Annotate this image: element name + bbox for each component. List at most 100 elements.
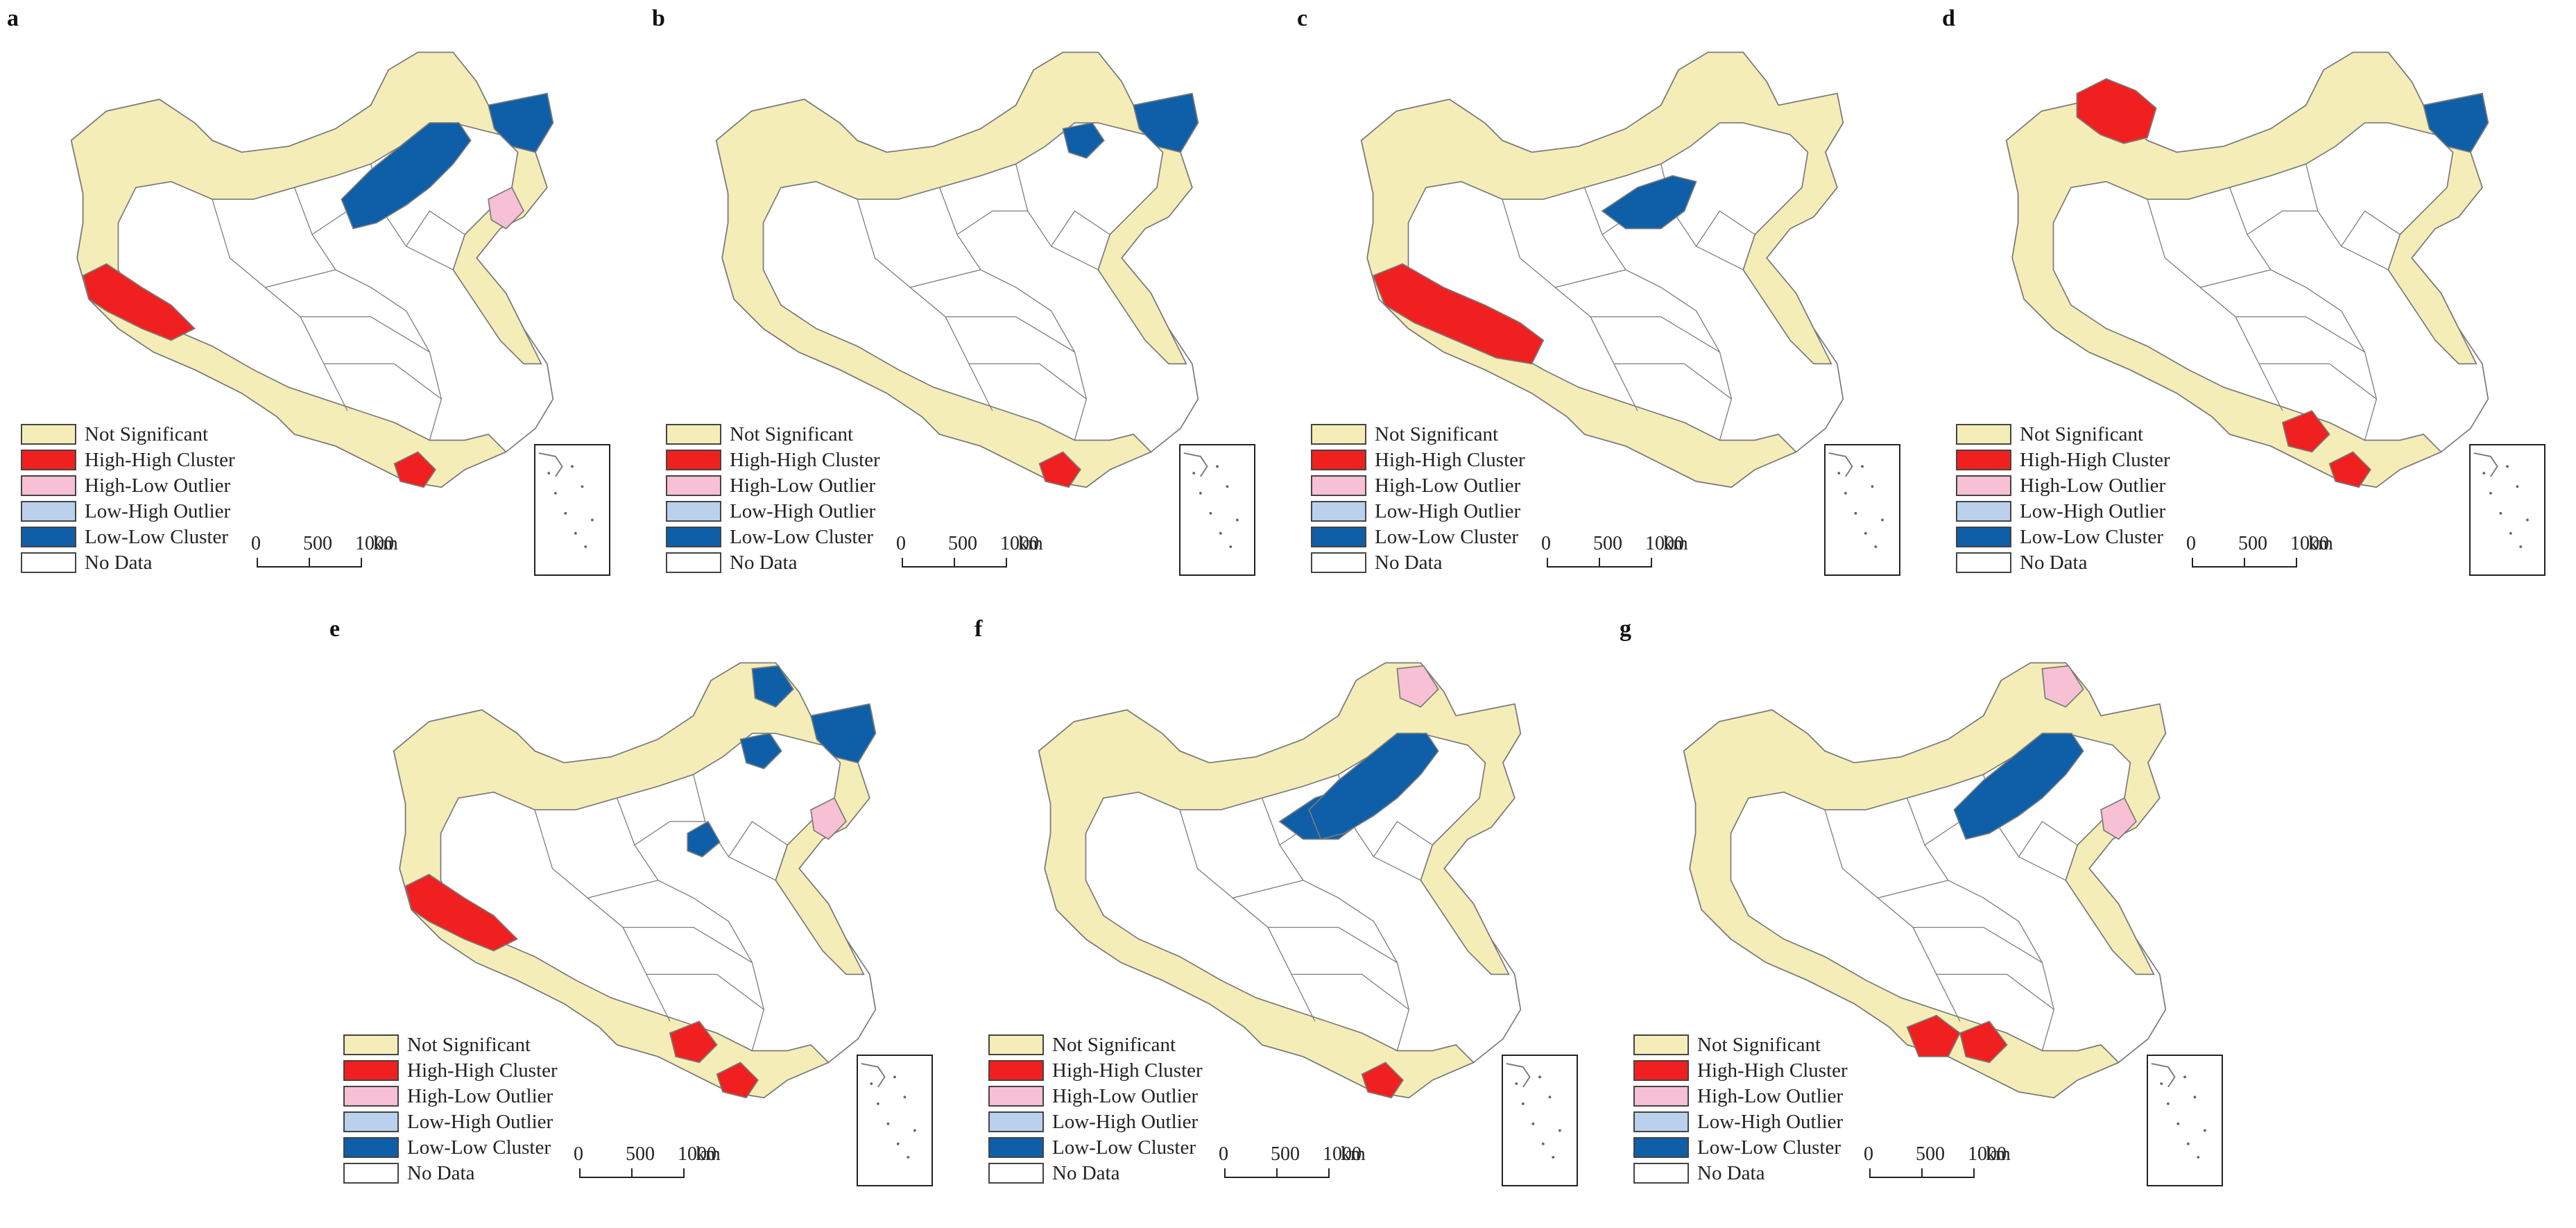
inset-coastline [538,452,563,477]
legend-item-not-significant: Not Significant [988,1032,1176,1057]
legend-label: High-High Cluster [1375,448,1525,471]
high-high-cluster-region [82,263,196,341]
low-low-cluster-region [1062,122,1105,159]
province-border [2229,187,2378,441]
legend-label: No Data [730,551,798,574]
legend-swatch [666,450,721,470]
high-high-cluster-region [2281,410,2330,453]
china-province-map [1360,51,1844,488]
inset-island [1548,1095,1552,1099]
inset-island [1558,1129,1561,1132]
legend-swatch [1311,424,1366,445]
inset-island [1854,511,1857,515]
legend-item-no-data: No Data [1311,550,1442,575]
map-panel-g: g Not Significant High-High Cluster High-Lo… [1613,611,2237,1207]
legend-item-high-high-cluster: High-High Cluster [21,447,235,472]
inset-island [1871,485,1874,488]
province-border [634,821,705,846]
low-low-cluster-region [2423,92,2489,153]
scale-tick-label: 1000 [1323,1143,1362,1165]
inset-map [2151,1063,2206,1159]
high-high-cluster-region [2076,78,2157,144]
inset-island [581,485,584,488]
inset-island [2519,545,2523,548]
legend-swatch [1956,450,2011,470]
legend-label: High-High Cluster [85,448,235,471]
south-china-sea-inset [2469,444,2545,576]
inset-coastline [1828,452,1853,477]
province-border [212,198,348,411]
legend-item-not-significant: Not Significant [666,422,853,447]
legend-swatch [343,1086,399,1107]
legend-label: High-High Cluster [1052,1059,1203,1082]
scale-unit: km [1986,1143,2011,1165]
province-border [2305,164,2389,271]
scale-tick-label: 1000 [1645,533,1684,554]
not-significant-regions [1360,51,1844,488]
legend-item-low-high-outlier: Low-High Outlier [1633,1109,1843,1134]
legend-item-low-low-cluster: Low-Low Cluster [343,1135,551,1160]
legend-label: Low-Low Cluster [407,1136,551,1159]
legend-label: Low-High Outlier [85,500,231,522]
legend-swatch [1311,501,1366,522]
legend-label: No Data [2020,551,2088,574]
scale-tick [1006,558,1007,568]
legend-swatch [21,527,76,547]
panel-letter: a [7,6,19,31]
legend-swatch [343,1034,399,1055]
low-low-cluster-region [687,820,721,858]
inset-island [571,465,574,468]
inset-island [547,472,551,475]
legend-item-no-data: No Data [1956,550,2087,575]
scale-tick-label: 0 [1219,1143,1228,1165]
inset-island [590,518,594,522]
high-low-outlier-region [2100,797,2137,840]
legend-swatch [1311,475,1366,496]
high-high-cluster-region [1038,451,1081,488]
inset-island [1209,511,1212,515]
legend-label: Low-High Outlier [1697,1110,1844,1133]
inset-island [2516,485,2519,488]
legend-item-high-low-outlier: High-Low Outlier [1956,473,2165,498]
scale-tick [1328,1168,1330,1178]
inset-island [584,545,587,548]
legend-label: High-Low Outlier [2020,474,2166,497]
province-border [956,210,1028,235]
province-border [300,316,430,352]
south-china-sea-inset [857,1055,933,1186]
province-border [1502,198,1638,411]
legend-item-no-data: No Data [343,1161,474,1186]
province-border [1696,210,1755,247]
inset-map [538,452,594,548]
scale-tick [902,558,903,568]
legend-swatch [1633,1034,1689,1055]
low-low-cluster-region [1133,92,1199,153]
legend-item-not-significant: Not Significant [343,1032,531,1057]
inset-island [1844,491,1847,495]
scale-tick-label: 1000 [355,533,394,554]
legend-item-not-significant: Not Significant [21,422,208,447]
legend-item-not-significant: Not Significant [1633,1032,1821,1057]
province-border [587,880,659,898]
inset-island [1880,518,1884,522]
high-high-cluster-region [1372,263,1545,365]
map-panel-c: c Not Significant High-High Cluster High-Lo… [1290,0,1914,597]
legend-swatch [21,552,76,573]
province-border [623,926,753,963]
province-border [1590,316,1720,352]
scale-tick-label: 500 [1593,533,1622,554]
high-high-cluster-region [2328,451,2371,488]
province-border [534,809,671,1022]
scale-unit: km [373,533,398,554]
scale-tick-label: 0 [1541,533,1551,554]
scale-tick-label: 0 [1864,1143,1873,1165]
legend-label: High-Low Outlier [1697,1084,1844,1107]
province-border [1015,164,1099,271]
map-panel-e: e Not Significant High-High Cluster High-Lo… [323,611,947,1207]
inset-island [2482,472,2486,475]
legend-item-high-high-cluster: High-High Cluster [666,447,880,472]
china-province-map [1683,662,2167,1099]
legend-swatch [343,1163,399,1184]
legend-item-high-high-cluster: High-High Cluster [1311,447,1525,472]
inset-island [574,531,577,535]
